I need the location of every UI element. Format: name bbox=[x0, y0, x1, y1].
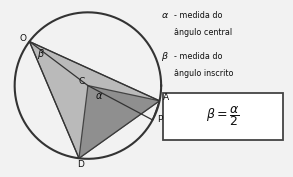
Polygon shape bbox=[29, 41, 160, 158]
Text: - medida do: - medida do bbox=[174, 52, 223, 61]
Text: $\alpha$: $\alpha$ bbox=[161, 11, 169, 20]
Text: D: D bbox=[77, 160, 84, 169]
Text: - medida do: - medida do bbox=[174, 11, 223, 20]
Text: $\beta$: $\beta$ bbox=[161, 50, 169, 63]
Text: $\beta$: $\beta$ bbox=[37, 47, 45, 61]
Text: $\alpha$: $\alpha$ bbox=[95, 91, 103, 101]
Text: ângulo central: ângulo central bbox=[174, 28, 232, 37]
Text: P: P bbox=[157, 115, 162, 124]
Text: O: O bbox=[19, 34, 26, 43]
Text: A: A bbox=[163, 93, 169, 102]
FancyBboxPatch shape bbox=[163, 93, 283, 140]
Text: $\beta = \dfrac{\alpha}{2}$: $\beta = \dfrac{\alpha}{2}$ bbox=[206, 104, 239, 128]
Polygon shape bbox=[79, 85, 160, 158]
Text: C: C bbox=[78, 77, 85, 86]
Text: ângulo inscrito: ângulo inscrito bbox=[174, 69, 234, 78]
